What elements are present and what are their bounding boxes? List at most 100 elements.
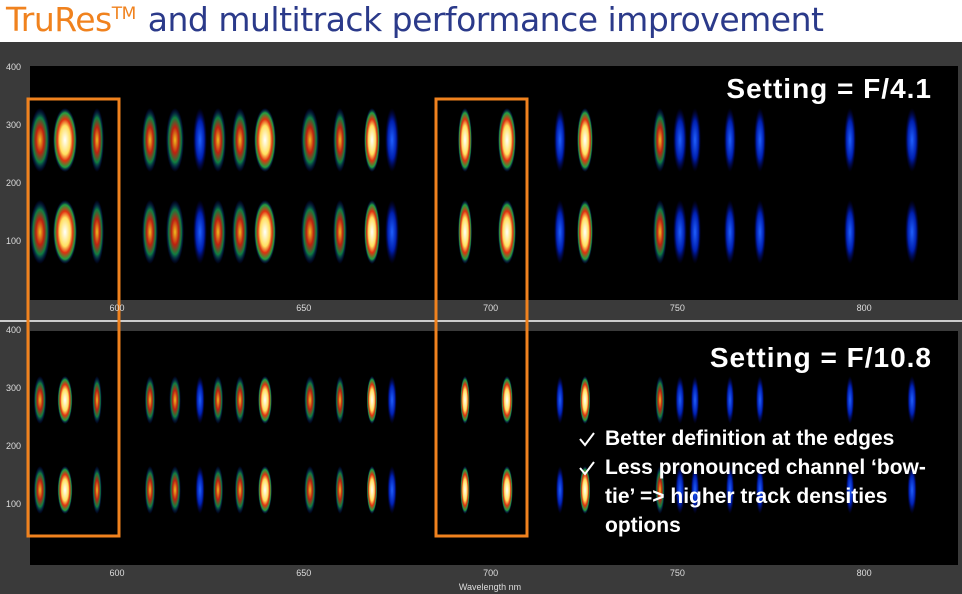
spectral-line [845, 466, 855, 514]
spectral-line [304, 376, 316, 424]
spectral-line [460, 466, 470, 514]
setting-label: Setting = F/10.8 [709, 342, 932, 373]
highlight-box [434, 97, 529, 538]
spectral-line [304, 466, 316, 514]
spectral-line [579, 466, 591, 514]
spectral-line [498, 108, 516, 172]
spectral-line [905, 108, 919, 172]
spectral-line [675, 466, 685, 514]
spectral-line [144, 376, 156, 424]
spectral-line [755, 466, 765, 514]
y-tick-label: 100 [6, 236, 21, 246]
spectral-line [232, 200, 248, 264]
spectral-line [142, 200, 158, 264]
y-tick-label: 200 [6, 178, 21, 188]
spectral-line [689, 200, 701, 264]
spectral-line [460, 376, 470, 424]
spectral-line [690, 466, 700, 514]
spectral-line [212, 376, 224, 424]
spectral-line [30, 200, 50, 264]
spectral-line [301, 200, 319, 264]
spectral-line [258, 376, 272, 424]
x-tick-label: 750 [670, 303, 685, 313]
spectral-line [385, 108, 399, 172]
spectral-line [333, 200, 347, 264]
y-tick-label: 400 [6, 62, 21, 72]
bullet: Less pronounced channel ‘bow-tie’ => hig… [605, 456, 926, 537]
highlight-box [26, 97, 121, 538]
check-icon [579, 461, 595, 476]
spectral-line [234, 466, 246, 514]
spectral-line [577, 200, 593, 264]
spectral-line [92, 376, 102, 424]
spectral-line [554, 108, 566, 172]
check-icon [579, 432, 595, 447]
spectral-line [845, 376, 855, 424]
x-tick-label: 800 [857, 568, 872, 578]
spectral-line [724, 108, 736, 172]
spectral-line [234, 376, 246, 424]
spectral-line [725, 466, 735, 514]
x-tick-label: 650 [296, 303, 311, 313]
spectral-line [387, 466, 397, 514]
spectral-line [844, 108, 856, 172]
spectral-line [57, 376, 73, 424]
spectral-line [90, 108, 104, 172]
spectral-line [254, 200, 276, 264]
spectral-line [92, 466, 102, 514]
divider [0, 320, 962, 322]
bullet: Better definition at the edges [605, 427, 895, 450]
spectral-line [673, 200, 687, 264]
y-tick-label: 300 [6, 120, 21, 130]
spectral-line [210, 200, 226, 264]
spectral-line [335, 376, 345, 424]
spectral-line [301, 108, 319, 172]
y-tick-label: 200 [6, 441, 21, 451]
spectral-line [33, 466, 47, 514]
spectral-line [169, 466, 181, 514]
x-tick-label: 750 [670, 568, 685, 578]
spectral-line [232, 108, 248, 172]
spectral-line [90, 200, 104, 264]
spectral-line [166, 108, 184, 172]
spectral-line [193, 108, 207, 172]
spectral-line [501, 466, 513, 514]
spectral-line [212, 466, 224, 514]
y-tick-label: 300 [6, 383, 21, 393]
spectral-line [754, 108, 766, 172]
spectral-line [364, 200, 380, 264]
spectral-line [725, 376, 735, 424]
spectral-line [364, 108, 380, 172]
x-tick-label: 800 [857, 303, 872, 313]
spectral-line [30, 108, 50, 172]
title-text: and multitrack performance improvement [147, 0, 824, 39]
spectral-line [655, 466, 665, 514]
spectral-line [501, 376, 513, 424]
slide-title: TruResTM and multitrack performance impro… [6, 0, 824, 39]
spectral-line [333, 108, 347, 172]
spectral-line [366, 466, 378, 514]
spectral-line [142, 108, 158, 172]
spectral-line [254, 108, 276, 172]
x-axis-label: Wavelength nm [459, 582, 521, 592]
spectral-line [458, 108, 472, 172]
spectral-line [210, 108, 226, 172]
spectral-line [366, 376, 378, 424]
plot-area [30, 331, 958, 565]
spectral-line [907, 466, 917, 514]
spectral-line [195, 466, 205, 514]
spectral-line [195, 376, 205, 424]
x-tick-label: 600 [109, 568, 124, 578]
brand: TruRes [6, 0, 112, 39]
trademark: TM [111, 4, 137, 24]
spectral-line [144, 466, 156, 514]
spectral-line [555, 466, 565, 514]
x-tick-label: 600 [109, 303, 124, 313]
spectral-line [387, 376, 397, 424]
spectral-line [577, 108, 593, 172]
x-tick-label: 650 [296, 568, 311, 578]
spectral-line [169, 376, 181, 424]
spectral-line [193, 200, 207, 264]
spectral-line [53, 108, 77, 172]
